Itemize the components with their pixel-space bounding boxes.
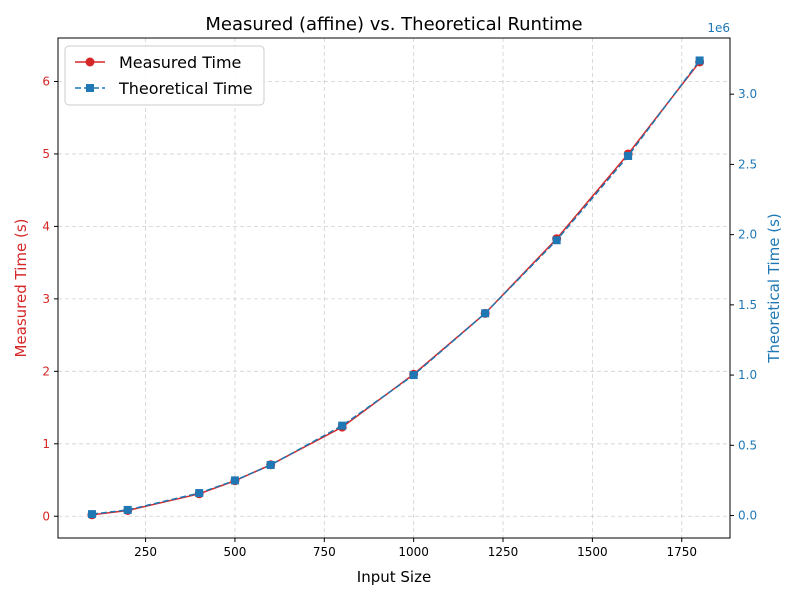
y-left-tick-label: 2	[42, 364, 50, 378]
y-left-tick-label: 0	[42, 509, 50, 523]
x-tick-label: 1750	[666, 545, 697, 559]
y-right-tick-label: 1.5	[738, 298, 757, 312]
theoretical-time-point	[230, 476, 239, 485]
series-layer	[87, 56, 705, 520]
x-tick-label: 250	[134, 545, 157, 559]
theoretical-time-line	[91, 60, 701, 515]
theoretical-time-point	[87, 510, 96, 519]
legend-theoretical-marker	[86, 84, 94, 92]
legend-theoretical-label: Theoretical Time	[118, 79, 253, 98]
y-left-tick-label: 3	[42, 292, 50, 306]
plot-frame	[57, 37, 731, 539]
axes: 250 500 750 1000 1250 1500 1750 0 1 2 3 4 5 6 0.0 0.5 1.…	[42, 74, 757, 559]
y-right-tick-label: 1.0	[738, 368, 757, 382]
y-axis-right-title: Theoretical Time (s)	[765, 213, 783, 364]
x-tick-label: 1500	[577, 545, 608, 559]
y-right-tick-label: 3.0	[738, 87, 757, 101]
y-axis-left-title: Measured Time (s)	[12, 218, 30, 357]
x-tick-label: 500	[223, 545, 246, 559]
theoretical-time-point	[552, 236, 561, 245]
theoretical-time-point	[624, 151, 633, 160]
grid	[58, 38, 730, 538]
x-tick-label: 1250	[488, 545, 519, 559]
x-tick-label: 1000	[398, 545, 429, 559]
y-right-tick-label: 2.0	[738, 228, 757, 242]
y-axis-right-offset-label: 1e6	[707, 21, 730, 35]
legend: Measured Time Theoretical Time	[64, 45, 265, 106]
theoretical-time-point	[695, 56, 704, 65]
legend-measured-marker	[85, 57, 95, 67]
x-axis-title: Input Size	[357, 568, 431, 586]
theoretical-time-point	[338, 421, 347, 430]
theoretical-time-point	[266, 460, 275, 469]
y-right-tick-label: 0.0	[738, 509, 757, 523]
measured-time-line	[91, 61, 701, 516]
y-right-tick-label: 2.5	[738, 157, 757, 171]
y-left-tick-label: 1	[42, 437, 50, 451]
chart-title: Measured (affine) vs. Theoretical Runtim…	[205, 14, 582, 35]
theoretical-time-point	[123, 505, 132, 514]
theoretical-time-point	[481, 309, 490, 318]
legend-measured-label: Measured Time	[119, 53, 241, 72]
y-left-tick-label: 5	[42, 147, 50, 161]
y-left-tick-label: 6	[42, 74, 50, 88]
theoretical-time-point	[195, 489, 204, 498]
y-left-tick-label: 4	[42, 219, 50, 233]
theoretical-time-point	[409, 371, 418, 380]
y-right-tick-label: 0.5	[738, 438, 757, 452]
legend-box	[64, 45, 265, 106]
x-tick-label: 750	[313, 545, 336, 559]
